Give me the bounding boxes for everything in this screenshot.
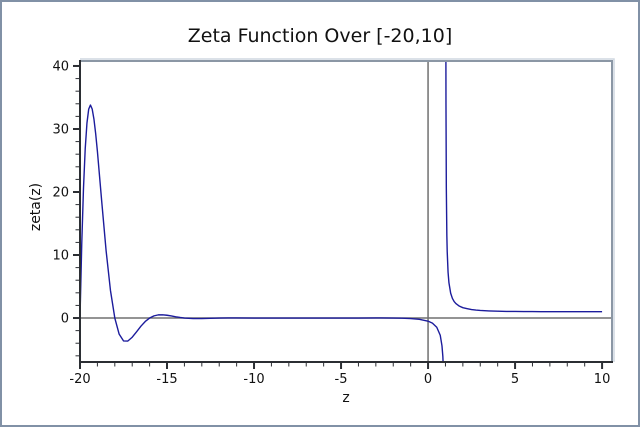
x-tick-label: 10 — [594, 372, 611, 387]
y-tick-label: 40 — [52, 59, 69, 74]
x-tick-label: -15 — [156, 372, 177, 387]
x-axis-label: z — [342, 390, 349, 406]
x-tick-label: -20 — [69, 372, 90, 387]
zeta-curve — [80, 61, 603, 362]
x-tick-label: -10 — [243, 372, 264, 387]
plot-spines — [79, 58, 615, 363]
x-tick-label: 5 — [511, 372, 519, 387]
zeta-curve-path — [80, 104, 444, 362]
y-tick-label: 20 — [52, 185, 69, 200]
chart-title: Zeta Function Over [-20,10] — [188, 25, 453, 47]
tick-labels: -20 -15 -10 -5 0 5 10 0 10 20 30 40 — [52, 59, 610, 387]
x-tick-label: 0 — [424, 372, 432, 387]
zero-axis-lines — [80, 61, 612, 362]
y-tick-label: 10 — [52, 249, 69, 264]
axis-ticks — [73, 64, 604, 369]
spine-highlight — [80, 58, 615, 362]
y-axis-label: zeta(z) — [28, 183, 44, 231]
zeta-curve-path — [445, 61, 603, 313]
x-tick-label: -5 — [335, 372, 348, 387]
y-tick-label: 30 — [52, 122, 69, 137]
y-tick-label: 0 — [61, 312, 69, 327]
spine-top-right — [80, 60, 613, 362]
